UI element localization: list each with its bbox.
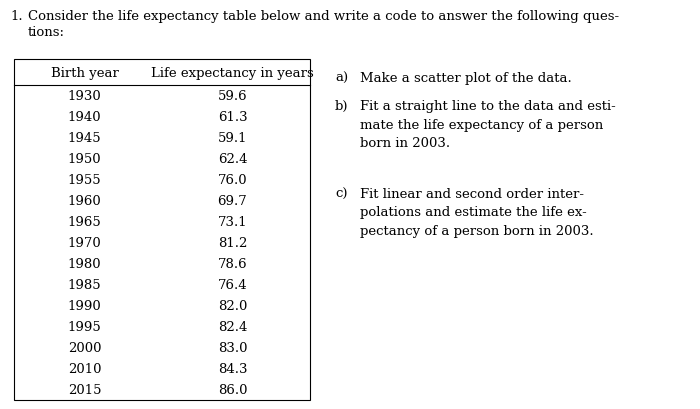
- Text: 73.1: 73.1: [218, 216, 247, 229]
- Text: 1960: 1960: [68, 195, 102, 207]
- Bar: [14, 60, 310, 400]
- Text: 81.2: 81.2: [218, 236, 247, 249]
- Text: 86.0: 86.0: [218, 383, 247, 396]
- Text: b): b): [335, 100, 349, 113]
- Text: 82.4: 82.4: [218, 320, 247, 333]
- Text: 1965: 1965: [68, 216, 102, 229]
- Text: 1940: 1940: [68, 111, 102, 124]
- Text: 78.6: 78.6: [218, 257, 247, 270]
- Text: 1955: 1955: [68, 173, 102, 187]
- Text: 1945: 1945: [68, 132, 102, 145]
- Text: c): c): [335, 188, 347, 200]
- Text: 82.0: 82.0: [218, 299, 247, 312]
- Text: 2000: 2000: [68, 341, 102, 354]
- Text: a): a): [335, 72, 348, 85]
- Text: tions:: tions:: [28, 26, 65, 39]
- Text: 76.4: 76.4: [218, 278, 247, 291]
- Text: 84.3: 84.3: [218, 362, 247, 375]
- Text: Consider the life expectancy table below and write a code to answer the followin: Consider the life expectancy table below…: [28, 10, 619, 23]
- Text: 59.1: 59.1: [218, 132, 247, 145]
- Text: 69.7: 69.7: [218, 195, 247, 207]
- Text: 2010: 2010: [68, 362, 102, 375]
- Text: 62.4: 62.4: [218, 153, 247, 166]
- Text: 1990: 1990: [68, 299, 102, 312]
- Text: 2015: 2015: [68, 383, 102, 396]
- Text: 1995: 1995: [68, 320, 102, 333]
- Text: Life expectancy in years: Life expectancy in years: [151, 66, 314, 79]
- Text: 76.0: 76.0: [218, 173, 247, 187]
- Text: 1.: 1.: [10, 10, 22, 23]
- Text: Fit linear and second order inter-
polations and estimate the life ex-
pectancy : Fit linear and second order inter- polat…: [360, 188, 594, 237]
- Text: 83.0: 83.0: [218, 341, 247, 354]
- Text: 61.3: 61.3: [218, 111, 247, 124]
- Text: 1930: 1930: [68, 90, 102, 103]
- Text: 1970: 1970: [68, 236, 102, 249]
- Text: Fit a straight line to the data and esti-
mate the life expectancy of a person
b: Fit a straight line to the data and esti…: [360, 100, 616, 150]
- Text: 1985: 1985: [68, 278, 102, 291]
- Text: 1980: 1980: [68, 257, 102, 270]
- Text: 59.6: 59.6: [218, 90, 247, 103]
- Text: Make a scatter plot of the data.: Make a scatter plot of the data.: [360, 72, 572, 85]
- Text: 1950: 1950: [68, 153, 102, 166]
- Text: Birth year: Birth year: [50, 66, 118, 79]
